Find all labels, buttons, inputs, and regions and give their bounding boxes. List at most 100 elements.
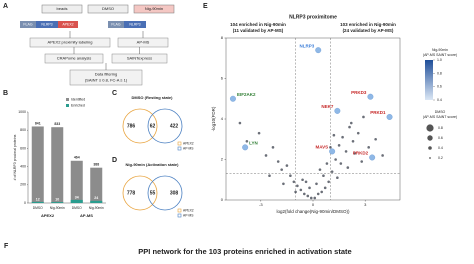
highlight-point: [369, 154, 376, 161]
legend-label: AP-MS: [183, 146, 194, 150]
box: [36, 21, 58, 28]
size-legend-label: 0.2: [438, 156, 443, 160]
legend-label: APEX2: [183, 141, 194, 145]
x-tick-label: 3: [364, 202, 367, 207]
point: [257, 131, 261, 135]
filter-rule: (SAINT ≥ 0.8, FC-A ≥ 1): [85, 78, 128, 83]
annotation: 103 enriched in Nig-90min: [340, 22, 396, 27]
point: [348, 125, 351, 129]
highlight-point: [230, 95, 236, 102]
point: [344, 150, 348, 153]
plot-frame: [225, 37, 401, 201]
colorbar-label: 0.4: [437, 98, 442, 102]
point: [349, 121, 353, 125]
point: [362, 115, 365, 119]
condition: beads: [57, 6, 68, 11]
size-legend-label: 0.4: [438, 146, 443, 150]
legend-swatch: [177, 146, 182, 151]
venn-count: 62: [150, 123, 156, 129]
point: [238, 121, 242, 125]
data-label: 24: [94, 196, 98, 200]
box: [108, 21, 124, 28]
panel-label: D: [112, 157, 117, 164]
group-label: APEX2: [41, 213, 55, 218]
point: [341, 135, 344, 139]
venn-set: [122, 108, 158, 144]
y-tick-label: 0: [24, 201, 26, 205]
point: [381, 154, 384, 157]
point: [322, 174, 325, 177]
data-label: 833: [54, 122, 60, 126]
step: CRAPome analysis: [57, 56, 91, 61]
point: [330, 170, 334, 173]
size-legend-title: DMSO: [435, 110, 446, 114]
panel-label: A: [3, 3, 8, 10]
legend-label: APEX2: [183, 208, 194, 212]
point: [334, 158, 337, 161]
y-tick-label: 200: [20, 183, 26, 187]
group-label: AP-MS: [80, 213, 93, 218]
x-tick-label: DMSO: [72, 206, 82, 210]
colorbar-title: Nig-90min: [432, 48, 448, 52]
step: APEX2 proximity labeling: [48, 40, 93, 45]
step: AP-MS: [137, 40, 150, 45]
size-legend-label: 0.8: [438, 126, 443, 130]
y-tick-label: 600: [20, 146, 26, 150]
point: [285, 164, 289, 167]
x-tick-label: Nig-90min: [50, 206, 65, 210]
point: [360, 160, 364, 163]
x-axis-label: log2(fold change(Nig-90min/DMSO)): [276, 209, 350, 214]
point: [337, 144, 341, 147]
legend-swatch: [66, 98, 69, 101]
legend-swatch: [177, 208, 182, 213]
construct-part: APEX2: [62, 22, 73, 26]
point: [280, 168, 283, 171]
highlight-label: EIF2AK2: [237, 92, 256, 97]
y-tick-label: 2: [221, 157, 224, 162]
box: [133, 4, 175, 14]
condition: DMSO: [102, 6, 114, 11]
highlight-point: [329, 148, 336, 155]
data-label: 10: [55, 198, 59, 202]
y-tick-label: 4: [221, 116, 224, 121]
colorbar-label: 0.8: [437, 71, 442, 75]
y-axis-label: -log10(FDR): [211, 106, 216, 131]
point: [346, 166, 350, 169]
point: [332, 133, 336, 137]
annotation: 104 enriched in Nig-90min: [230, 22, 286, 27]
size-legend-mark: [428, 146, 432, 150]
point: [306, 194, 310, 198]
point: [282, 182, 285, 186]
y-tick-label: 1000: [18, 110, 26, 114]
data-label: 841: [35, 121, 41, 125]
point: [301, 178, 304, 182]
point: [296, 184, 299, 188]
venn-title: DMSO (Resting state): [132, 95, 174, 100]
panel-label: C: [112, 90, 117, 97]
legend-swatch: [66, 104, 69, 107]
x-tick-label: 0: [312, 202, 315, 207]
highlight-label: PRKD2: [353, 151, 369, 156]
size-legend-mark: [429, 157, 431, 159]
construct-part: FLAG: [23, 22, 32, 26]
legend-label: Identified: [71, 97, 85, 101]
step: SAINTexpress: [127, 56, 152, 61]
point: [374, 137, 377, 141]
bar: [90, 200, 103, 203]
point: [336, 176, 339, 180]
y-tick-label: 800: [20, 128, 26, 132]
legend-swatch: [177, 141, 182, 146]
bar: [51, 127, 64, 203]
point: [303, 192, 306, 196]
size-legend-mark: [426, 124, 434, 132]
point: [245, 139, 249, 143]
point: [268, 174, 271, 177]
point: [351, 139, 355, 143]
highlight-label: NLRP3: [299, 43, 314, 48]
construct-part: FLAG: [111, 22, 120, 26]
venn-count: 786: [127, 123, 136, 129]
point: [353, 152, 357, 155]
highlight-point: [367, 93, 374, 100]
construct-part: NLRP3: [41, 22, 52, 26]
highlight-point: [334, 107, 341, 114]
